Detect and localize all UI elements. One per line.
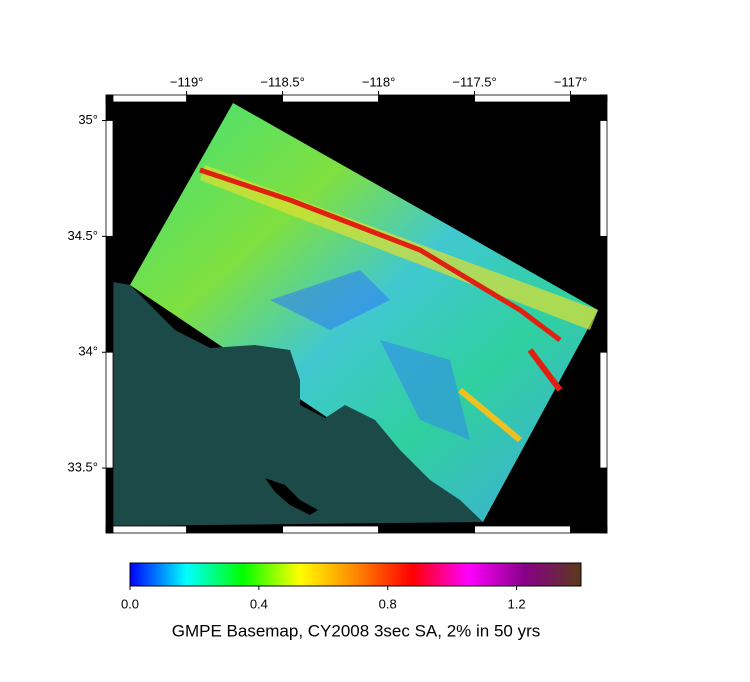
frame-segment <box>105 120 114 237</box>
frame-segment <box>474 94 571 103</box>
frame-segment <box>378 94 475 103</box>
frame-segment <box>282 94 379 103</box>
lon-tick-label: −117.5° <box>452 74 496 89</box>
frame-segment <box>105 235 114 353</box>
frame-segment <box>599 94 608 121</box>
lon-tick-label: −119° <box>170 74 204 89</box>
fault-trace <box>458 387 522 443</box>
frame-segment <box>282 525 379 534</box>
colorbar-tick-label: 0.8 <box>379 596 397 611</box>
lat-tick-label: 35° <box>78 112 98 127</box>
colorbar <box>129 562 582 587</box>
fault-trace <box>527 348 563 392</box>
lat-tick-label: 34.5° <box>67 228 98 243</box>
map <box>106 95 607 533</box>
low-hazard-zone <box>270 270 390 330</box>
colorbar-tick-label: 0.0 <box>121 596 139 611</box>
frame-segment <box>474 525 571 534</box>
frame-segment <box>599 235 608 353</box>
lon-tick-label: −118° <box>362 74 396 89</box>
frame-segment <box>105 467 114 534</box>
frame-segment <box>599 120 608 237</box>
ocean <box>113 282 483 526</box>
frame-segment <box>599 351 608 469</box>
fault-trace <box>199 167 562 342</box>
frame-segment <box>105 94 188 103</box>
frame-segment <box>105 94 114 121</box>
lon-tick-label: −117° <box>554 74 588 89</box>
lon-tick-label: −118.5° <box>260 74 304 89</box>
colorbar-tick-label: 1.2 <box>508 596 526 611</box>
frame-segment <box>186 525 283 534</box>
caption: GMPE Basemap, CY2008 3sec SA, 2% in 50 y… <box>172 621 541 640</box>
low-hazard-zone <box>380 340 470 440</box>
island <box>265 478 318 515</box>
frame-segment <box>105 525 188 534</box>
lat-tick-label: 34° <box>78 344 98 359</box>
frame-segment <box>378 525 475 534</box>
frame-segment <box>186 94 283 103</box>
frame-segment <box>599 467 608 534</box>
frame-segment <box>105 351 114 469</box>
lat-tick-label: 33.5° <box>67 460 98 475</box>
colorbar-tick-label: 0.4 <box>250 596 268 611</box>
map-frame <box>105 94 608 534</box>
